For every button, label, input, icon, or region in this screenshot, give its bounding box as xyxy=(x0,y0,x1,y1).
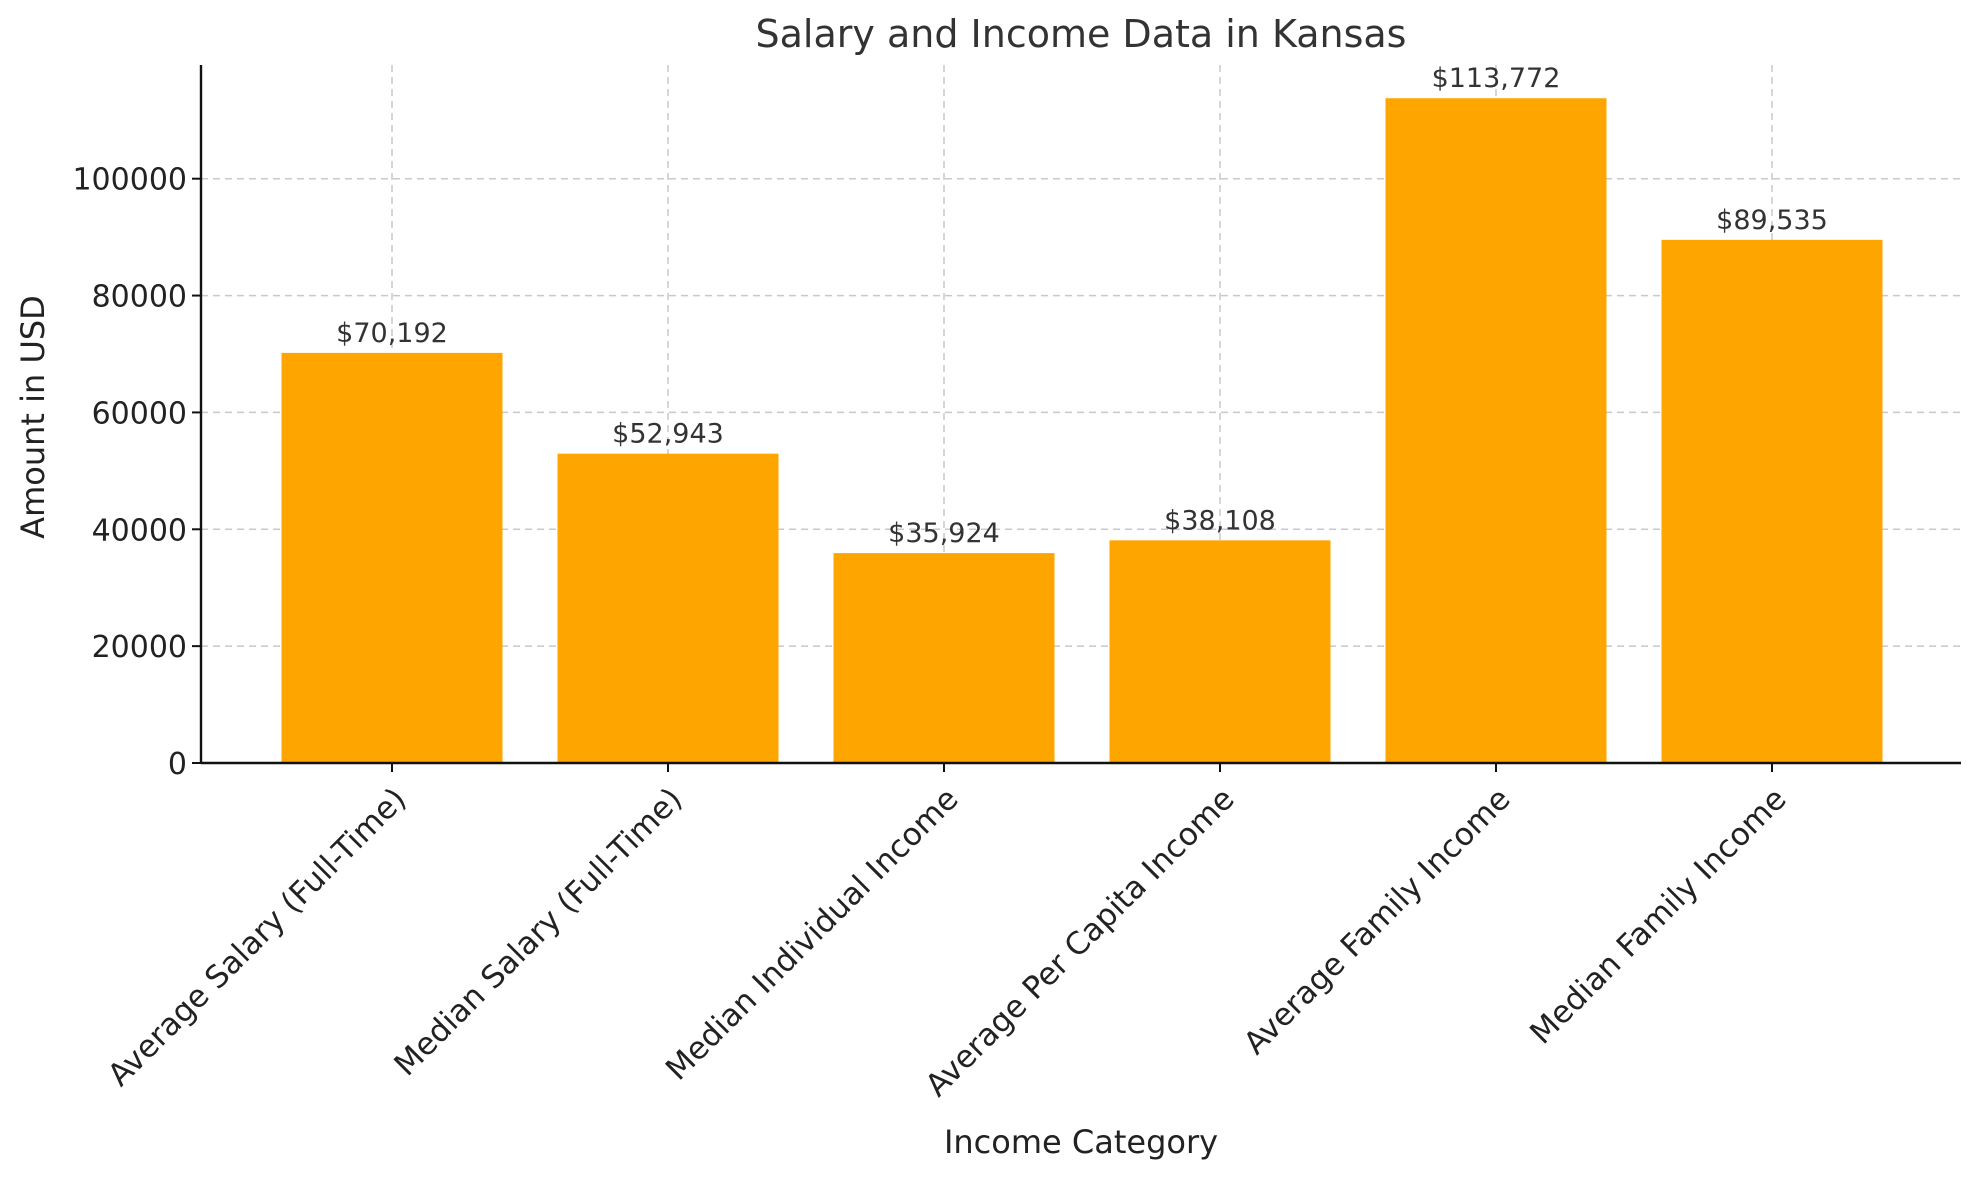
bar-value-label: $52,943 xyxy=(612,419,724,450)
y-axis-title: Amount in USD xyxy=(14,295,52,539)
bar-value-label: $113,772 xyxy=(1432,63,1561,94)
bar-value-label: $35,924 xyxy=(888,518,1000,549)
data-labels: $70,192 $52,943 $35,924 $38,108 $113,772 $89,… xyxy=(336,63,1828,549)
bar xyxy=(557,453,779,763)
bar xyxy=(1109,540,1331,763)
x-tick-label: Median Family Income xyxy=(1523,781,1793,1051)
bar xyxy=(833,553,1055,763)
axes xyxy=(192,65,1961,772)
y-tick-label: 40000 xyxy=(92,513,187,548)
y-tick-label: 60000 xyxy=(92,396,187,431)
x-tick-label: Median Individual Income xyxy=(659,781,966,1088)
bar xyxy=(281,352,503,763)
bars xyxy=(281,98,1883,764)
chart-title: Salary and Income Data in Kansas xyxy=(756,12,1407,56)
x-tick-label: Average Family Income xyxy=(1237,781,1518,1062)
y-tick-label: 100000 xyxy=(72,163,187,198)
x-tick-label: Average Salary (Full-Time) xyxy=(101,781,413,1093)
bar-value-label: $38,108 xyxy=(1164,505,1276,536)
x-tick-labels: Average Salary (Full-Time)Median Salary … xyxy=(101,781,1793,1104)
bar xyxy=(1661,239,1883,763)
y-tick-label: 20000 xyxy=(92,630,187,665)
bar xyxy=(1385,98,1607,764)
y-tick-label: 80000 xyxy=(92,280,187,315)
x-tick-label: Median Salary (Full-Time) xyxy=(387,781,689,1083)
x-axis-title: Income Category xyxy=(944,1123,1218,1161)
bar-value-label: $70,192 xyxy=(336,318,448,349)
y-tick-label: 0 xyxy=(168,747,187,782)
x-tick-label: Average Per Capita Income xyxy=(919,781,1242,1104)
bar-value-label: $89,535 xyxy=(1716,205,1828,236)
y-tick-labels: 0 20000 40000 60000 80000 100000 xyxy=(72,163,187,782)
